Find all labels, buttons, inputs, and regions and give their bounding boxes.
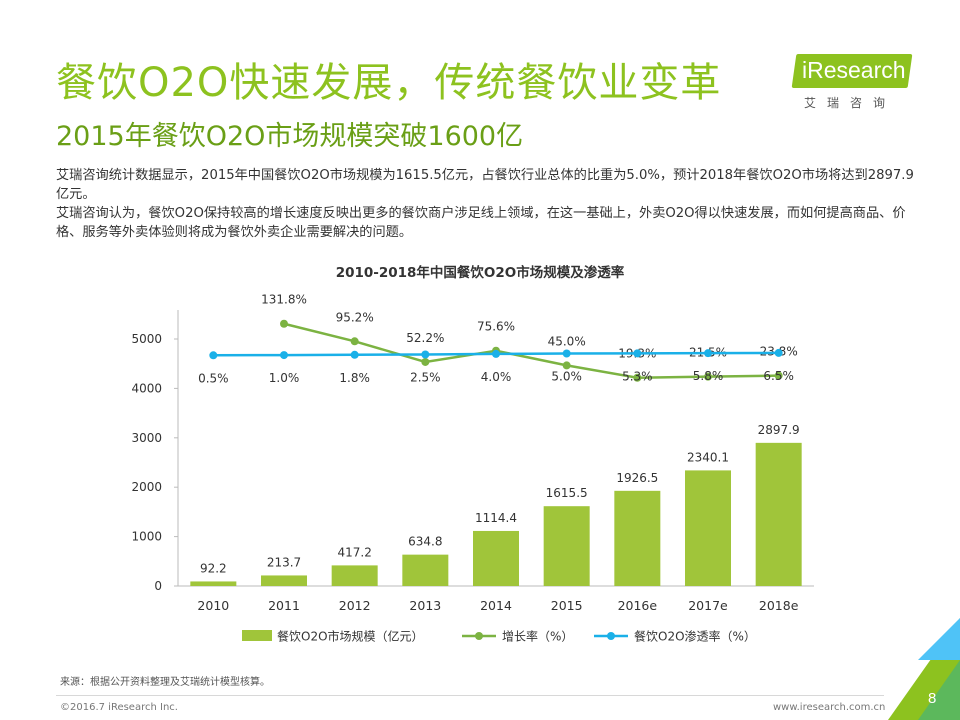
penetration-rate-label: 1.8% — [339, 371, 370, 385]
penetration-rate-point — [280, 351, 288, 360]
growth-rate-label: 95.2% — [336, 310, 374, 324]
y-tick-label: 4000 — [131, 381, 162, 395]
copyright-text: ©2016.7 iResearch Inc. — [60, 702, 178, 713]
penetration-rate-point — [704, 349, 712, 358]
growth-rate-line — [283, 322, 779, 379]
y-tick-label: 5000 — [131, 332, 162, 346]
bar-2010 — [190, 581, 237, 586]
x-tick-label: 2013 — [409, 598, 441, 613]
penetration-rate-label: 0.5% — [198, 371, 229, 385]
y-tick-label: 1000 — [131, 530, 162, 544]
penetration-rate-point — [562, 349, 571, 358]
y-tick-label: 3000 — [131, 431, 162, 445]
bar-2011 — [261, 575, 307, 586]
bar-value-label: 1114.4 — [475, 511, 517, 525]
x-tick-label: 2017e — [688, 598, 728, 613]
growth-rate-point — [704, 372, 712, 381]
growth-rate-point — [774, 371, 783, 380]
page-title: 餐饮O2O快速发展，传统餐饮业变革 — [56, 60, 722, 106]
page-number: 8 — [928, 690, 937, 707]
legend-growth-marker — [475, 632, 483, 640]
y-tick-label: 2000 — [131, 480, 162, 494]
x-tick-label: 2015 — [551, 598, 583, 613]
legend-penetration-label: 餐饮O2O渗透率（%） — [634, 629, 756, 644]
bar-2014 — [473, 530, 519, 586]
footer-divider — [56, 695, 884, 696]
growth-rate-point — [280, 319, 288, 328]
website-text: www.iresearch.com.cn — [773, 702, 886, 713]
iresearch-logo: iResearch 艾瑞咨询 — [788, 50, 918, 114]
penetration-rate-label: 5.0% — [551, 370, 582, 384]
bar-2018e — [755, 442, 802, 586]
bar-2017e — [685, 470, 731, 586]
bar-value-label: 1615.5 — [546, 486, 588, 500]
penetration-rate-label: 4.0% — [481, 370, 512, 384]
bar-value-label: 634.8 — [408, 535, 442, 549]
bar-value-label: 92.2 — [200, 561, 227, 575]
page-subtitle: 2015年餐饮O2O市场规模突破1600亿 — [56, 121, 524, 152]
penetration-rate-point — [421, 350, 430, 359]
x-tick-label: 2016e — [618, 598, 658, 613]
penetration-rate-point — [350, 350, 359, 359]
bar-value-label: 2897.9 — [758, 423, 800, 437]
penetration-rate-point — [633, 349, 642, 358]
penetration-rate-point — [492, 349, 500, 358]
x-tick-label: 2014 — [480, 598, 512, 613]
intro-text: 艾瑞咨询统计数据显示，2015年中国餐饮O2O市场规模为1615.5亿元，占餐饮… — [56, 166, 916, 242]
penetration-rate-label: 6.5% — [763, 369, 794, 383]
growth-rate-label: 75.6% — [477, 320, 515, 334]
bar-value-label: 213.7 — [267, 555, 301, 569]
x-tick-label: 2010 — [197, 598, 229, 613]
growth-rate-point — [350, 337, 359, 346]
penetration-rate-label: 5.3% — [622, 369, 653, 383]
growth-rate-point — [633, 373, 642, 382]
logo-cn-text: 艾瑞咨询 — [804, 96, 897, 110]
bar-2015 — [543, 506, 590, 586]
bar-2012 — [331, 565, 378, 586]
bar-value-label: 1926.5 — [616, 471, 658, 485]
source-note: 来源：根据公开资料整理及艾瑞统计模型核算。 — [60, 677, 270, 688]
penetration-rate-point — [774, 348, 783, 357]
growth-rate-point — [562, 361, 571, 370]
bar-value-label: 2340.1 — [687, 450, 729, 464]
bar-2016e — [614, 490, 661, 586]
growth-rate-label: 131.8% — [261, 293, 307, 307]
penetration-rate-label: 5.8% — [693, 369, 724, 383]
legend-bar-swatch — [242, 630, 272, 641]
intro-paragraph-2: 艾瑞咨询认为，餐饮O2O保持较高的增长速度反映出更多的餐饮商户涉足线上领域，在这… — [56, 206, 906, 240]
bar-2013 — [402, 554, 449, 586]
x-tick-label: 2012 — [339, 598, 371, 613]
penetration-rate-label: 1.0% — [269, 371, 300, 385]
bar-value-label: 417.2 — [337, 545, 371, 559]
legend-bar-label: 餐饮O2O市场规模（亿元） — [277, 629, 424, 644]
legend-penetration-marker — [607, 632, 615, 640]
chart-title: 2010-2018年中国餐饮O2O市场规模及渗透率 — [336, 264, 625, 281]
logo-brand-text: iResearch — [802, 57, 906, 83]
x-tick-label: 2011 — [268, 598, 300, 613]
growth-rate-label: 45.0% — [548, 334, 586, 348]
legend-growth-label: 增长率（%） — [502, 629, 573, 644]
y-tick-label: 0 — [154, 579, 162, 593]
growth-rate-label: 52.2% — [406, 331, 444, 345]
penetration-rate-point — [209, 351, 218, 360]
growth-rate-point — [421, 357, 430, 366]
penetration-rate-label: 2.5% — [410, 371, 441, 385]
intro-paragraph-1: 艾瑞咨询统计数据显示，2015年中国餐饮O2O市场规模为1615.5亿元，占餐饮… — [56, 168, 914, 202]
x-tick-label: 2018e — [759, 598, 799, 613]
